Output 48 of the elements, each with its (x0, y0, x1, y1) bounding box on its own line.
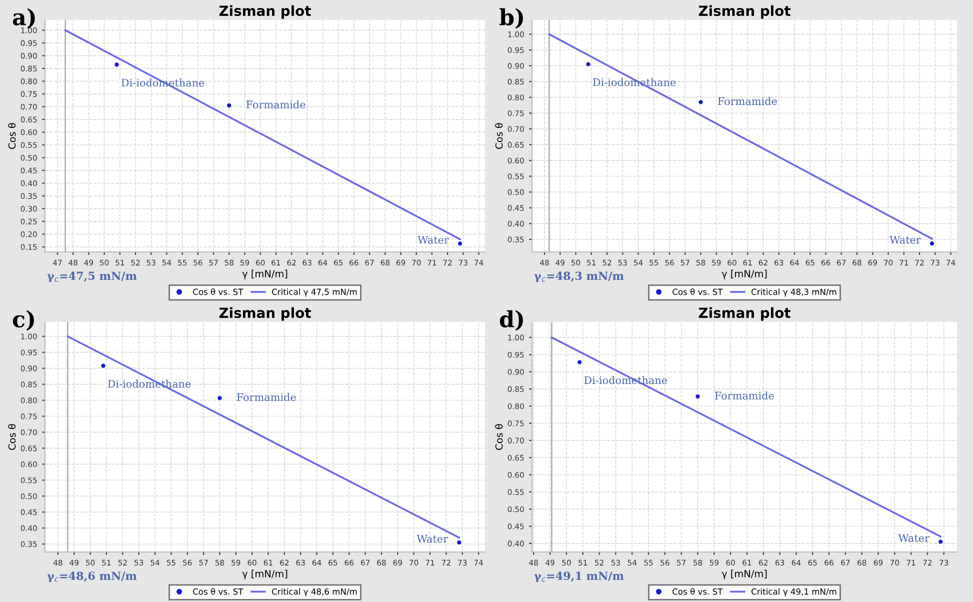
point (586, 62, 590, 66)
point (114, 62, 119, 67)
chart-title: Zisman plot (219, 5, 311, 19)
legend-label: Cos θ vs. ST (193, 588, 244, 595)
legend-label: Critical γ 48,3 mN/m (752, 288, 836, 297)
point (101, 364, 106, 368)
point (218, 396, 222, 400)
annotation: Water (418, 236, 449, 244)
legend-label: Critical γ 48,6 mN/m (272, 588, 357, 596)
y-axis-title: Cos θ (8, 123, 16, 149)
chart-title: Zisman plot (698, 307, 790, 321)
text: γ$_{c}$=48,3 mN/m (534, 272, 624, 282)
chart-title: Zisman plot (698, 5, 790, 19)
point (227, 103, 232, 108)
text: a) (12, 8, 35, 29)
point (698, 100, 703, 104)
legend-label: Critical γ 49,1 mN/m (752, 588, 836, 596)
y-axis-title: Cos θ (495, 123, 503, 149)
legend-label: Critical γ 47,5 mN/m (272, 288, 357, 297)
x-axis-title: γ [mN/m] (722, 270, 767, 280)
text: γ$_{c}$=48,6 mN/m (47, 572, 137, 582)
point (930, 241, 934, 246)
text: b) (500, 8, 523, 29)
annotation: Formamide (236, 392, 296, 402)
point (458, 242, 462, 246)
y-axis-title: Cos θ (495, 424, 503, 450)
y-axis-title: Cos θ (8, 424, 16, 450)
chart-title: Zisman plot (219, 307, 311, 321)
x-axis-title: γ [mN/m] (242, 270, 288, 280)
point (696, 394, 700, 399)
annotation: Water (890, 236, 921, 244)
point (578, 360, 582, 364)
annotation: Formamide (718, 97, 777, 106)
annotation: Formamide (246, 100, 306, 108)
point (457, 540, 462, 544)
annotation: Formamide (714, 391, 774, 400)
annotation: Water (416, 534, 448, 543)
legend-label: Cos θ vs. ST (193, 288, 244, 295)
legend-label: Cos θ vs. ST (672, 588, 723, 595)
legend-label: Cos θ vs. ST (672, 288, 723, 295)
text: c) (12, 310, 34, 331)
point (938, 540, 943, 544)
text: γ$_{c}$=47,5 mN/m (47, 272, 137, 282)
x-axis-title: γ [mN/m] (722, 570, 767, 580)
text: γ$_{c}$=49,1 mN/m (534, 572, 624, 582)
x-axis-title: γ [mN/m] (242, 570, 288, 580)
annotation: Water (898, 534, 930, 542)
text: d) (500, 310, 523, 331)
